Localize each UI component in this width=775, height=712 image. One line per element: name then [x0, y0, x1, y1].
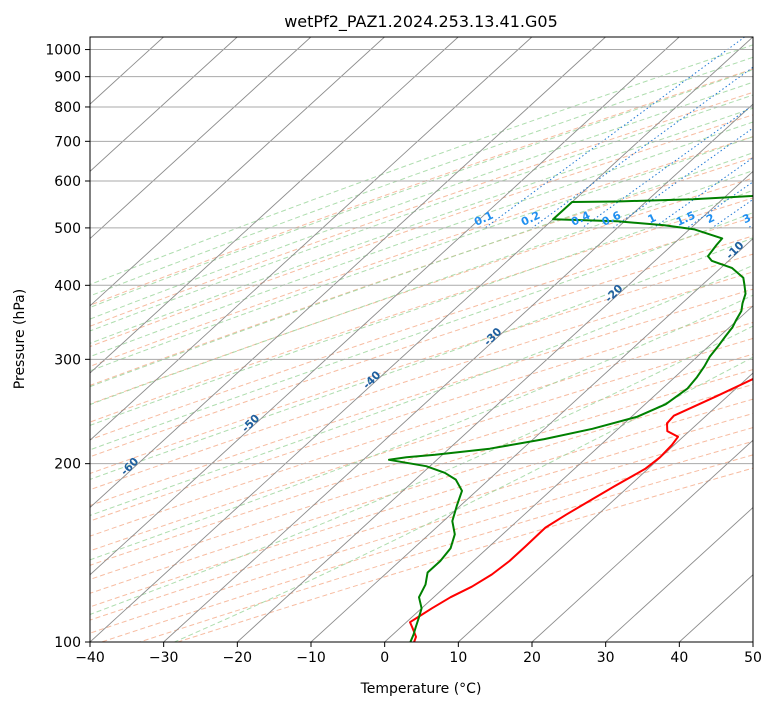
isotherm: [753, 37, 775, 642]
y-tick-label: 900: [54, 70, 81, 86]
dry-adiabat: [63, 37, 775, 642]
isotherm: [0, 37, 532, 642]
y-tick-label: 200: [54, 457, 81, 473]
x-tick-label: −40: [75, 650, 105, 666]
x-tick-label: 0: [380, 650, 389, 666]
isotherm-label: -30: [481, 325, 504, 348]
isotherm: [0, 37, 606, 642]
mixing-ratio-label: 2: [704, 211, 716, 226]
y-tick-label: 800: [54, 100, 81, 116]
chart-title: wetPf2_PAZ1.2024.253.13.41.G05: [284, 12, 558, 32]
isotherm: [0, 37, 458, 642]
x-axis-label: Temperature (°C): [360, 681, 482, 697]
x-tick-label: −20: [223, 650, 253, 666]
dry-adiabat: [178, 37, 775, 642]
x-tick-label: 30: [597, 650, 615, 666]
mixing-ratio-label: 0.4: [569, 209, 592, 229]
x-tick-label: 10: [449, 650, 467, 666]
isotherm: [90, 37, 753, 642]
x-tick-label: −10: [296, 650, 326, 666]
x-tick-label: 50: [744, 650, 762, 666]
isotherm-label: -50: [239, 411, 262, 434]
y-axis-label: Pressure (hPa): [12, 289, 28, 389]
y-tick-label: 400: [54, 278, 81, 294]
y-tick-label: 1000: [45, 43, 81, 59]
y-tick-label: 600: [54, 174, 81, 190]
y-tick-label: 300: [54, 352, 81, 368]
y-tick-label: 700: [54, 134, 81, 150]
mixing-ratio-line: [748, 37, 775, 228]
isotherm: [0, 37, 311, 642]
dry-adiabat: [102, 37, 775, 642]
isotherm: [0, 37, 237, 642]
y-tick-label: 100: [54, 635, 81, 651]
isotherm: [16, 37, 679, 642]
background-lines: [0, 37, 775, 642]
moist-adiabat: [175, 37, 775, 642]
dry-adiabat: [140, 37, 775, 642]
isotherm-label: -60: [118, 455, 141, 478]
x-tick-label: −30: [149, 650, 179, 666]
isotherm-label: -40: [360, 368, 383, 391]
x-tick-label: 20: [523, 650, 541, 666]
mixing-ratio-label: 0.2: [519, 209, 542, 229]
isotherm: [0, 37, 385, 642]
x-tick-label: 40: [670, 650, 688, 666]
y-tick-label: 500: [54, 221, 81, 237]
